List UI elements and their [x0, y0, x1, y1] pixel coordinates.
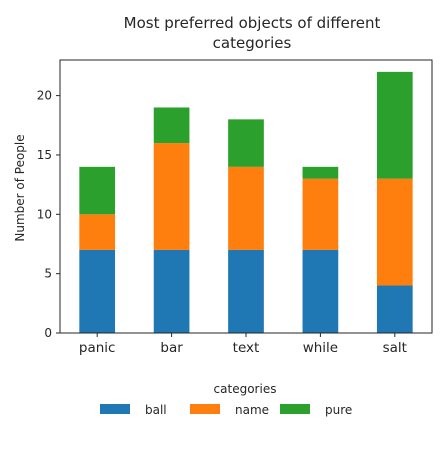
y-tick-label: 10 [37, 207, 52, 221]
legend-title: categories [214, 382, 277, 396]
x-tick-label-bar: bar [160, 340, 183, 356]
y-ticks: 0 5 10 15 20 [37, 89, 60, 340]
chart-title-line-2: categories [213, 34, 292, 52]
bar-segment-name-while [302, 178, 339, 250]
legend: ball name pure [100, 403, 352, 417]
legend-label-name: name [235, 403, 269, 417]
x-tick-label-salt: salt [383, 340, 407, 356]
x-tick-label-text: text [233, 340, 260, 356]
bar-segment-ball-while [302, 249, 339, 333]
legend-swatch-ball [100, 404, 130, 414]
bar-segment-pure-panic [79, 166, 116, 215]
bar-segment-ball-panic [79, 249, 116, 333]
legend-label-pure: pure [325, 403, 352, 417]
y-tick-label: 20 [37, 89, 52, 103]
bar-segment-name-bar [153, 143, 190, 250]
y-tick-label: 15 [37, 148, 52, 162]
bar-segment-name-text [228, 166, 264, 250]
x-tick-label-panic: panic [79, 340, 116, 356]
bar-segment-pure-bar [153, 107, 190, 144]
legend-label-ball: ball [145, 403, 167, 417]
x-ticks: panic bar text while salt [79, 333, 407, 356]
bar-segment-ball-text [228, 249, 264, 333]
bar-segment-pure-text [228, 119, 264, 167]
bar-segment-ball-salt [376, 285, 413, 333]
bar-segment-ball-bar [153, 249, 190, 333]
y-tick-label: 0 [44, 326, 52, 340]
y-axis-label: Number of People [13, 134, 27, 241]
legend-swatch-pure [280, 404, 310, 414]
plot-area-frame [59, 59, 433, 334]
legend-swatch-name [190, 404, 220, 414]
bar-segment-name-salt [376, 178, 413, 286]
bar-segment-pure-while [302, 166, 339, 179]
bar-segment-name-panic [79, 214, 116, 250]
chart-title-line-1: Most preferred objects of different [124, 14, 381, 32]
bar-segment-pure-salt [376, 71, 413, 179]
y-tick-label: 5 [44, 267, 52, 281]
bars-layer [79, 71, 413, 333]
x-tick-label-while: while [303, 340, 338, 356]
